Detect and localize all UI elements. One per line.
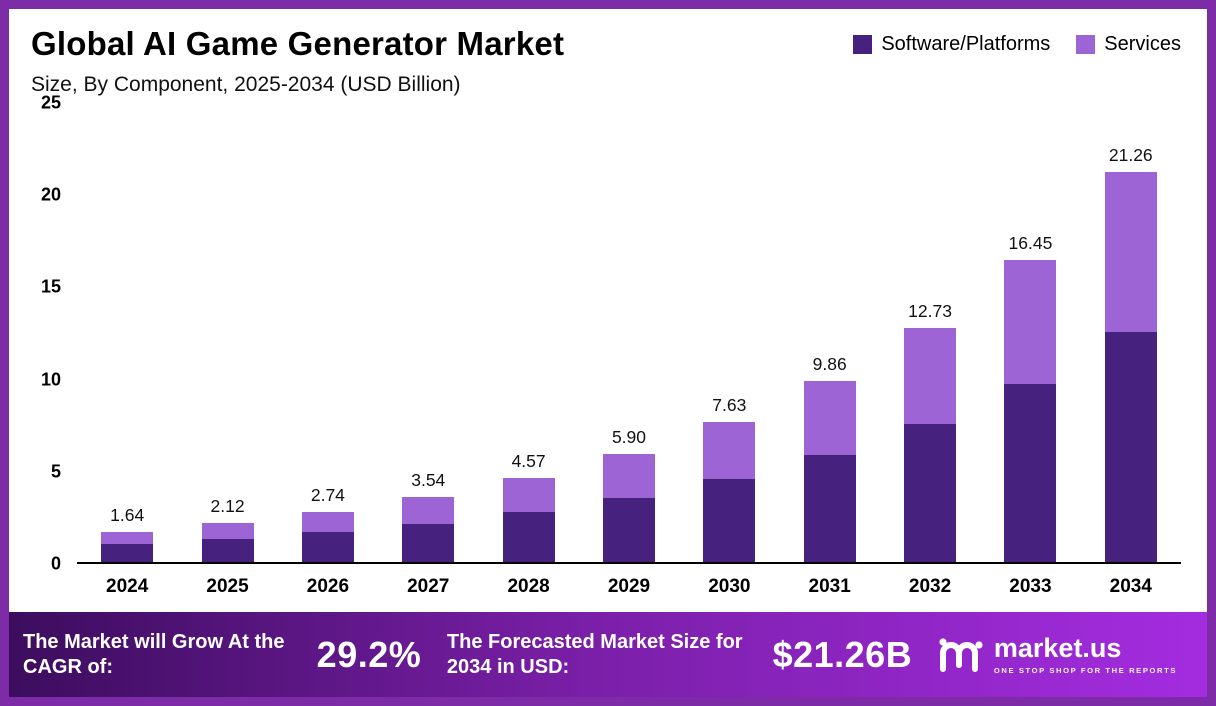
bar-column-2025: 2.12 (177, 103, 277, 562)
bar-column-2027: 3.54 (378, 103, 478, 562)
bar-segment-software (1004, 383, 1057, 562)
bar-segment-software (904, 424, 957, 562)
bar-total-label: 5.90 (611, 426, 646, 447)
footer-banner: The Market will Grow At the CAGR of: 29.… (9, 612, 1207, 697)
x-tick-label: 2027 (407, 576, 450, 597)
bar-segment-software (502, 512, 555, 562)
y-tick-label: 0 (50, 553, 61, 574)
bar-stack (201, 523, 254, 562)
bar-segment-software (703, 479, 756, 562)
bar-segment-software (602, 498, 655, 562)
forecast-value: $21.26B (772, 633, 913, 675)
bar-segment-services (1104, 171, 1157, 332)
bar-segment-services (402, 497, 455, 524)
cagr-value: 29.2% (316, 633, 422, 675)
bar-column-2028: 4.57 (478, 103, 578, 562)
bar-total-label: 21.26 (1108, 144, 1153, 165)
bar-stack (101, 531, 154, 562)
bar-stack (703, 421, 756, 562)
header: Global AI Game Generator Market Size, By… (9, 9, 1207, 97)
bar-stack (402, 497, 455, 562)
x-tick-label: 2031 (808, 576, 851, 597)
bar-segment-services (502, 478, 555, 513)
bar-total-label: 2.74 (310, 484, 345, 505)
y-axis: 0 5 10 15 20 25 (19, 93, 77, 574)
cagr-label: The Market will Grow At the CAGR of: (23, 630, 285, 678)
bar-segment-services (201, 523, 254, 540)
title-block: Global AI Game Generator Market Size, By… (31, 25, 564, 97)
bar-stack (301, 511, 354, 562)
bar-segment-services (301, 511, 354, 533)
bar-total-label: 1.64 (110, 504, 145, 525)
x-tick-label: 2024 (106, 576, 149, 597)
x-tick-label: 2026 (306, 576, 350, 597)
y-tick-label: 10 (40, 369, 61, 390)
bar-column-2033: 16.45 (980, 103, 1080, 562)
x-tick-label: 2033 (1009, 576, 1052, 597)
x-axis-labels: 2024 2025 2026 2027 2028 2029 2030 2031 2032 2033… (77, 576, 1181, 598)
bar-segment-software (402, 523, 455, 562)
legend-label-software: Software/Platforms (881, 33, 1051, 55)
bar-segment-services (101, 531, 154, 545)
bar-segment-services (1004, 259, 1057, 384)
legend-label-services: Services (1104, 33, 1181, 55)
bar-column-2034: 21.26 (1081, 103, 1181, 562)
brand-tagline: One Stop Shop For The Reports (993, 665, 1177, 675)
chart-legend: Software/Platforms Services (853, 33, 1181, 56)
page-subtitle: Size, By Component, 2025-2034 (USD Billi… (31, 73, 461, 96)
bar-segment-services (803, 380, 856, 456)
bar-column-2030: 7.63 (679, 103, 779, 562)
bar-total-label: 4.57 (511, 451, 546, 472)
brand-text: market.us One Stop Shop For The Reports (993, 632, 1177, 675)
bar-column-2026: 2.74 (278, 103, 378, 562)
y-tick-label: 5 (50, 461, 61, 482)
legend-item-services: Services (1076, 33, 1181, 56)
y-tick-label: 15 (40, 276, 61, 297)
bar-total-label: 7.63 (712, 394, 747, 415)
brand-logo: market.us One Stop Shop For The Reports (938, 632, 1177, 675)
bar-total-label: 9.86 (812, 353, 847, 374)
bar-segment-software (101, 544, 154, 562)
brand-name: market.us (993, 632, 1122, 663)
x-tick-label: 2034 (1109, 576, 1152, 597)
bar-column-2024: 1.64 (77, 103, 177, 562)
bar-stack (1004, 259, 1057, 562)
bar-total-label: 2.12 (210, 496, 245, 517)
legend-item-software: Software/Platforms (853, 33, 1050, 56)
bar-segment-services (703, 421, 756, 480)
bar-stack (803, 380, 856, 562)
bar-total-label: 12.73 (908, 301, 952, 322)
bar-stack (602, 453, 655, 562)
x-tick-label: 2030 (708, 576, 751, 597)
y-tick-label: 20 (40, 184, 61, 205)
bar-stack (502, 478, 555, 562)
plot-area: 1.64 2.12 2.74 3.54 4.57 5.90 7.63 9.86 12.73 16.… (77, 103, 1181, 564)
chart-region: 0 5 10 15 20 25 1.64 2.12 2.74 3.54 4.57 5.90 7.63 9… (9, 93, 1207, 612)
x-tick-label: 2028 (507, 576, 550, 597)
forecast-label: The Forecasted Market Size for 2034 in U… (446, 630, 743, 678)
x-tick-label: 2032 (908, 576, 952, 597)
bar-total-label: 16.45 (1008, 232, 1053, 253)
bar-segment-services (602, 453, 655, 499)
bar-segment-software (201, 539, 254, 562)
bar-column-2031: 9.86 (780, 103, 880, 562)
page-title: Global AI Game Generator Market (31, 25, 565, 62)
bar-column-2029: 5.90 (579, 103, 679, 562)
x-tick-label: 2029 (607, 576, 651, 597)
bar-stack (1104, 171, 1157, 562)
bar-segment-services (904, 328, 957, 425)
legend-swatch-services (1076, 35, 1096, 54)
plot-wrap: 0 5 10 15 20 25 1.64 2.12 2.74 3.54 4.57 5.90 7.63 9… (19, 93, 1181, 574)
legend-swatch-software (853, 35, 873, 54)
market-us-logo-icon (939, 637, 983, 672)
bar-total-label: 3.54 (411, 470, 446, 491)
x-tick-label: 2025 (206, 576, 249, 597)
bar-segment-software (1104, 331, 1157, 562)
bar-column-2032: 12.73 (880, 103, 980, 562)
bar-segment-software (301, 532, 354, 562)
y-tick-label: 25 (40, 92, 61, 113)
bar-segment-software (803, 455, 856, 562)
bar-stack (904, 328, 957, 562)
